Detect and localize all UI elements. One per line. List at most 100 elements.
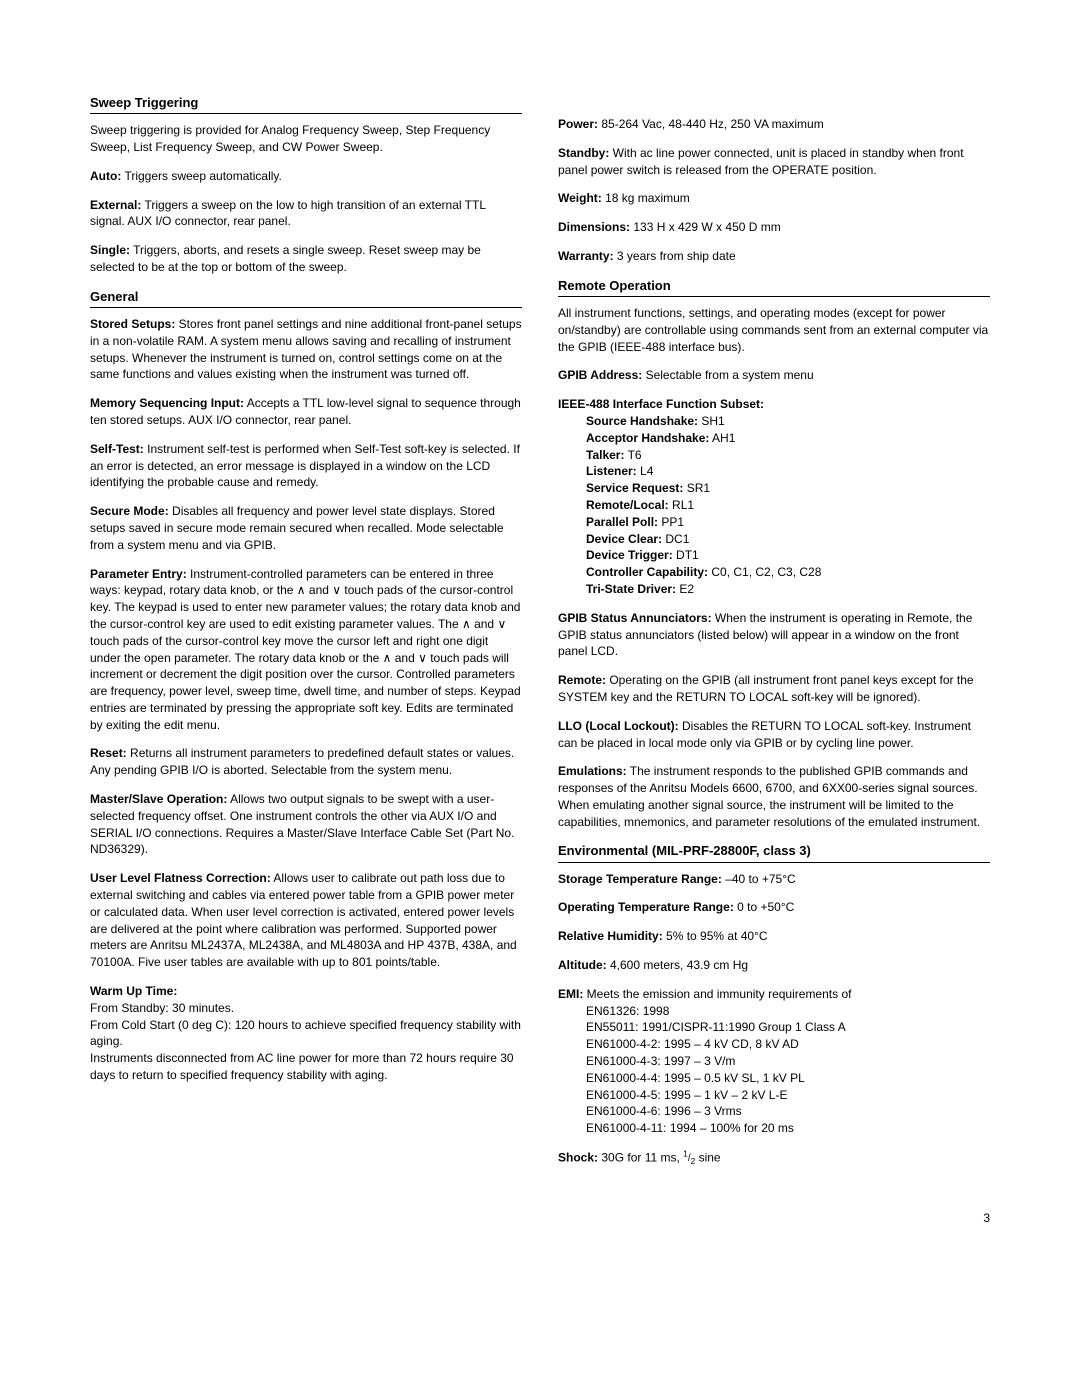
op-temp-label: Operating Temperature Range: (558, 900, 734, 914)
param-para: Parameter Entry: Instrument-controlled p… (90, 566, 522, 734)
shock-para: Shock: 30G for 11 ms, 1/2 sine (558, 1149, 990, 1168)
dimensions-para: Dimensions: 133 H x 429 W x 450 D mm (558, 219, 990, 236)
emi-item: EN61326: 1998 (586, 1003, 990, 1020)
warmup-line2: From Cold Start (0 deg C): 120 hours to … (90, 1017, 522, 1051)
ieee-item-text: DC1 (662, 532, 689, 546)
power-label: Power: (558, 117, 598, 131)
ieee-item-label: Source Handshake: (586, 414, 698, 428)
weight-label: Weight: (558, 191, 602, 205)
standby-para: Standby: With ac line power connected, u… (558, 145, 990, 179)
remote-key-para: Remote: Operating on the GPIB (all instr… (558, 672, 990, 706)
rel-humidity-para: Relative Humidity: 5% to 95% at 40°C (558, 928, 990, 945)
dimensions-label: Dimensions: (558, 220, 630, 234)
ieee-item: Talker: T6 (586, 447, 990, 464)
ieee-item-label: Controller Capability: (586, 565, 708, 579)
stored-setups-label: Stored Setups: (90, 317, 175, 331)
master-para: Master/Slave Operation: Allows two outpu… (90, 791, 522, 858)
storage-temp-label: Storage Temperature Range: (558, 872, 722, 886)
userlevel-para: User Level Flatness Correction: Allows u… (90, 870, 522, 971)
ieee-item: Device Trigger: DT1 (586, 547, 990, 564)
ieee-item: Remote/Local: RL1 (586, 497, 990, 514)
gpib-address-text: Selectable from a system menu (642, 368, 813, 382)
standby-label: Standby: (558, 146, 609, 160)
emulations-para: Emulations: The instrument responds to t… (558, 763, 990, 830)
emi-item: EN61000-4-3: 1997 – 3 V/m (586, 1053, 990, 1070)
ieee-item-label: Acceptor Handshake: (586, 431, 709, 445)
warranty-para: Warranty: 3 years from ship date (558, 248, 990, 265)
page-number: 3 (90, 1210, 990, 1227)
ieee-item-label: Device Trigger: (586, 548, 673, 562)
selftest-text: Instrument self-test is performed when S… (90, 442, 520, 490)
ieee-item-text: DT1 (673, 548, 699, 562)
remote-intro-text: All instrument functions, settings, and … (558, 305, 990, 355)
ieee-item-label: Tri-State Driver: (586, 582, 676, 596)
warmup-line3: Instruments disconnected from AC line po… (90, 1050, 522, 1084)
reset-text: Returns all instrument parameters to pre… (90, 746, 514, 777)
environmental-heading: Environmental (MIL-PRF-28800F, class 3) (558, 842, 990, 862)
gpib-address-label: GPIB Address: (558, 368, 642, 382)
op-temp-para: Operating Temperature Range: 0 to +50°C (558, 899, 990, 916)
weight-para: Weight: 18 kg maximum (558, 190, 990, 207)
emi-item: EN61000-4-2: 1995 – 4 kV CD, 8 kV AD (586, 1036, 990, 1053)
standby-text: With ac line power connected, unit is pl… (558, 146, 964, 177)
altitude-para: Altitude: 4,600 meters, 43.9 cm Hg (558, 957, 990, 974)
storage-temp-text: –40 to +75°C (722, 872, 796, 886)
shock-label: Shock: (558, 1150, 598, 1164)
master-label: Master/Slave Operation: (90, 792, 227, 806)
remote-key-text: Operating on the GPIB (all instrument fr… (558, 673, 974, 704)
sweep-triggering-heading: Sweep Triggering (90, 94, 522, 114)
ieee-item-label: Device Clear: (586, 532, 662, 546)
rel-humidity-label: Relative Humidity: (558, 929, 663, 943)
stored-setups-para: Stored Setups: Stores front panel settin… (90, 316, 522, 383)
emi-label: EMI: (558, 987, 583, 1001)
left-column: Sweep Triggering Sweep triggering is pro… (90, 90, 522, 1180)
param-text: Instrument-controlled parameters can be … (90, 567, 521, 732)
emi-item: EN61000-4-11: 1994 – 100% for 20 ms (586, 1120, 990, 1137)
external-text: Triggers a sweep on the low to high tran… (90, 198, 486, 229)
ieee-item-text: T6 (624, 448, 641, 462)
llo-para: LLO (Local Lockout): Disables the RETURN… (558, 718, 990, 752)
ieee-item-label: Remote/Local: (586, 498, 669, 512)
userlevel-text: Allows user to calibrate out path loss d… (90, 871, 517, 969)
rel-humidity-text: 5% to 95% at 40°C (663, 929, 768, 943)
shock-text-a: 30G for 11 ms, (598, 1150, 683, 1164)
ieee-item-text: SR1 (683, 481, 710, 495)
emi-item: EN55011: 1991/CISPR-11:1990 Group 1 Clas… (586, 1019, 990, 1036)
external-label: External: (90, 198, 141, 212)
ieee-block: IEEE-488 Interface Function Subset: Sour… (558, 396, 990, 598)
remote-key-label: Remote: (558, 673, 606, 687)
emi-list: EN61326: 1998EN55011: 1991/CISPR-11:1990… (558, 1003, 990, 1137)
secure-para: Secure Mode: Disables all frequency and … (90, 503, 522, 553)
op-temp-text: 0 to +50°C (734, 900, 795, 914)
selftest-label: Self-Test: (90, 442, 144, 456)
single-para: Single: Triggers, aborts, and resets a s… (90, 242, 522, 276)
ieee-item: Listener: L4 (586, 463, 990, 480)
auto-text: Triggers sweep automatically. (121, 169, 282, 183)
ieee-item-text: RL1 (669, 498, 694, 512)
emi-item: EN61000-4-5: 1995 – 1 kV – 2 kV L-E (586, 1087, 990, 1104)
ieee-item: Controller Capability: C0, C1, C2, C3, C… (586, 564, 990, 581)
ieee-item-text: L4 (637, 464, 654, 478)
power-text: 85-264 Vac, 48-440 Hz, 250 VA maximum (598, 117, 824, 131)
memseq-para: Memory Sequencing Input: Accepts a TTL l… (90, 395, 522, 429)
warmup-block: Warm Up Time: From Standby: 30 minutes. … (90, 983, 522, 1084)
emi-item: EN61000-4-6: 1996 – 3 Vrms (586, 1103, 990, 1120)
selftest-para: Self-Test: Instrument self-test is perfo… (90, 441, 522, 491)
warranty-text: 3 years from ship date (614, 249, 736, 263)
weight-text: 18 kg maximum (602, 191, 690, 205)
emi-item: EN61000-4-4: 1995 – 0.5 kV SL, 1 kV PL (586, 1070, 990, 1087)
emi-block: EMI: Meets the emission and immunity req… (558, 986, 990, 1137)
gpib-status-para: GPIB Status Annunciators: When the instr… (558, 610, 990, 660)
ieee-item-label: Listener: (586, 464, 637, 478)
ieee-item: Source Handshake: SH1 (586, 413, 990, 430)
shock-fraction: 1/2 (683, 1153, 695, 1164)
ieee-item-label: Service Request: (586, 481, 683, 495)
ieee-item: Service Request: SR1 (586, 480, 990, 497)
ieee-item-label: Parallel Poll: (586, 515, 658, 529)
storage-temp-para: Storage Temperature Range: –40 to +75°C (558, 871, 990, 888)
right-column: Power: 85-264 Vac, 48-440 Hz, 250 VA max… (558, 90, 990, 1180)
gpib-status-label: GPIB Status Annunciators: (558, 611, 712, 625)
single-text: Triggers, aborts, and resets a single sw… (90, 243, 481, 274)
ieee-item-text: C0, C1, C2, C3, C28 (708, 565, 821, 579)
warmup-line1: From Standby: 30 minutes. (90, 1000, 522, 1017)
